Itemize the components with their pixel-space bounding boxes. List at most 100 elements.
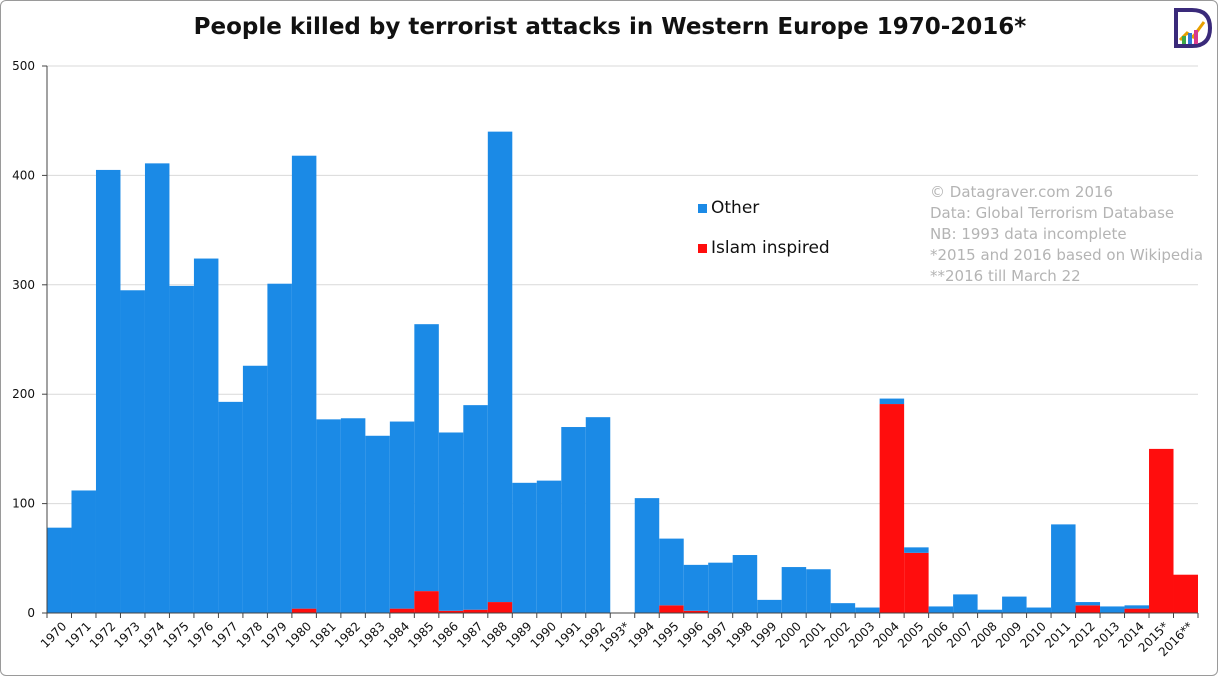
bar-other-2000	[781, 567, 807, 613]
x-tick-label-2008: 2008	[968, 619, 999, 650]
x-tick-label-1986: 1986	[430, 619, 461, 650]
x-tick-label-2005: 2005	[895, 619, 926, 650]
x-tick-label-1995: 1995	[650, 619, 681, 650]
x-tick-label-1970: 1970	[38, 619, 69, 650]
bar-other-2002	[830, 603, 856, 613]
x-tick-label-1979: 1979	[258, 619, 289, 650]
bar-islam-inspired-1987	[463, 609, 488, 613]
bar-other-1992	[585, 417, 611, 613]
y-tick-label-300: 300	[12, 278, 35, 292]
bar-other-1985	[414, 324, 439, 592]
bar-other-1976	[193, 258, 219, 613]
bar-other-1973	[120, 290, 145, 613]
bar-other-2012	[1075, 602, 1101, 606]
bar-other-1998	[732, 555, 758, 613]
x-tick-label-2013: 2013	[1091, 619, 1122, 650]
x-tick-label-2009: 2009	[993, 619, 1024, 650]
x-tick-label-1987: 1987	[454, 619, 485, 650]
bar-other-1997	[708, 562, 733, 613]
x-tick-label-1985: 1985	[405, 619, 436, 650]
note-2016-range: **2016 till March 22	[930, 267, 1081, 285]
y-tick-label-200: 200	[12, 387, 35, 401]
y-tick-label-400: 400	[12, 168, 35, 182]
x-tick-label-1988: 1988	[479, 619, 510, 650]
bar-other-1982	[340, 418, 366, 613]
bar-islam-inspired-2016**	[1173, 574, 1198, 613]
bar-islam-inspired-2014	[1124, 608, 1150, 613]
bar-other-1980	[291, 155, 317, 609]
bar-other-1987	[463, 405, 488, 610]
bar-islam-inspired-1984	[389, 608, 415, 613]
bar-other-1995	[659, 538, 684, 606]
bar-other-1970	[47, 527, 72, 613]
bar-other-1989	[512, 482, 537, 613]
x-tick-label-2003: 2003	[846, 619, 877, 650]
bar-other-2004	[879, 398, 905, 405]
bar-islam-inspired-2015*	[1149, 448, 1174, 613]
x-tick-label-2002: 2002	[822, 619, 853, 650]
bar-islam-inspired-1995	[659, 605, 684, 613]
x-tick-label-1980: 1980	[283, 619, 314, 650]
bar-islam-inspired-2012	[1075, 605, 1101, 613]
bar-other-1971	[71, 490, 96, 613]
bar-other-1984	[389, 421, 415, 609]
bar-other-2006	[928, 606, 954, 613]
note-data-source: Data: Global Terrorism Database	[930, 204, 1175, 222]
note-copyright: © Datagraver.com 2016	[930, 183, 1114, 201]
x-tick-label-1997: 1997	[699, 619, 730, 650]
x-tick-label-1996: 1996	[675, 619, 706, 650]
x-tick-label-2001: 2001	[797, 619, 828, 650]
bar-islam-inspired-1985	[414, 591, 439, 613]
x-tick-label-2007: 2007	[944, 619, 975, 650]
x-tick-label-1974: 1974	[136, 619, 167, 650]
bar-islam-inspired-1986	[438, 610, 464, 613]
bar-other-1990	[536, 480, 562, 613]
x-tick-label-1991: 1991	[552, 619, 583, 650]
x-tick-label-1977: 1977	[209, 619, 240, 650]
x-tick-label-1978: 1978	[234, 619, 265, 650]
x-tick-label-1981: 1981	[307, 619, 338, 650]
bar-other-2013	[1100, 606, 1125, 613]
bar-islam-inspired-2004	[879, 404, 905, 613]
x-tick-label-2000: 2000	[773, 619, 804, 650]
bar-other-1974	[144, 163, 170, 613]
legend-swatch-other	[698, 204, 707, 213]
x-tick-label-2011: 2011	[1042, 619, 1073, 650]
x-tick-label-1972: 1972	[87, 619, 118, 650]
x-tick-label-2010: 2010	[1017, 619, 1048, 650]
x-tick-label-1999: 1999	[748, 619, 779, 650]
bar-islam-inspired-1980	[291, 608, 317, 613]
source-notes: © Datagraver.com 2016 Data: Global Terro…	[930, 182, 1203, 287]
bar-other-2011	[1051, 524, 1076, 613]
x-tick-label-1975: 1975	[160, 619, 191, 650]
x-tick-label-2006: 2006	[919, 619, 950, 650]
legend-label-islam-inspired: Islam inspired	[711, 238, 830, 258]
bar-other-1988	[487, 131, 513, 603]
bar-other-2001	[806, 569, 831, 613]
legend-swatch-islam-inspired	[698, 244, 707, 253]
y-tick-label-500: 500	[12, 59, 35, 73]
legend-label-other: Other	[711, 198, 760, 218]
x-tick-label-1973: 1973	[111, 619, 142, 650]
x-tick-label-2012: 2012	[1066, 619, 1097, 650]
bar-other-1994	[634, 498, 660, 613]
bar-other-1986	[438, 432, 464, 611]
y-tick-label-100: 100	[12, 497, 35, 511]
x-tick-label-1989: 1989	[503, 619, 534, 650]
note-1993-incomplete: NB: 1993 data incomplete	[930, 225, 1127, 243]
bar-other-1983	[365, 435, 390, 613]
bar-other-1996	[683, 564, 709, 611]
chart-title: People killed by terrorist attacks in We…	[193, 14, 1027, 40]
bar-islam-inspired-1988	[487, 602, 513, 613]
bar-islam-inspired-2005	[904, 552, 929, 613]
bar-other-1999	[757, 599, 782, 613]
bar-other-1972	[95, 169, 121, 613]
bar-other-2003	[855, 607, 880, 613]
bar-other-1975	[169, 285, 194, 613]
x-tick-label-2004: 2004	[871, 619, 902, 650]
x-tick-label-1998: 1998	[724, 619, 755, 650]
bar-islam-inspired-1996	[683, 610, 709, 613]
x-tick-label-1990: 1990	[528, 619, 559, 650]
